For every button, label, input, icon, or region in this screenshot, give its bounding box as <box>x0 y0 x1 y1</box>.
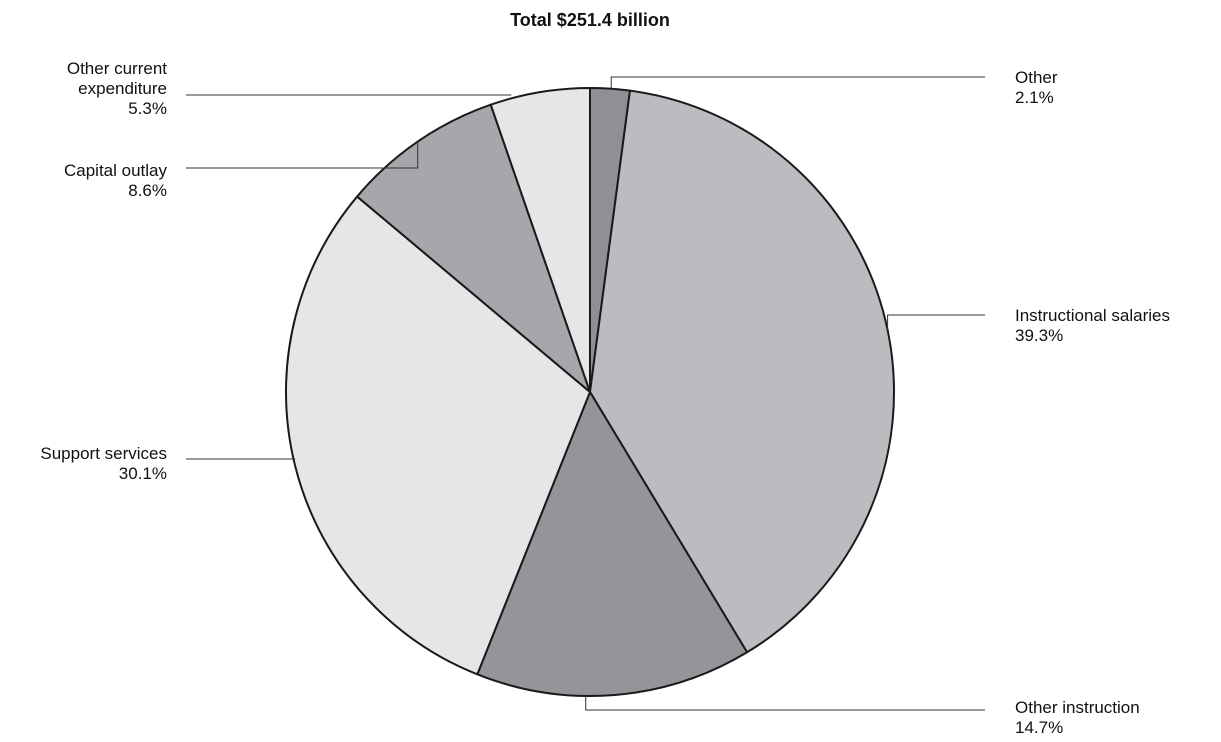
pie-slice <box>285 195 591 676</box>
slice-category-label: Other <box>1015 68 1058 87</box>
leader-lines <box>186 76 985 711</box>
pie-slices <box>285 87 895 697</box>
slice-percent-label: 5.3% <box>128 99 167 118</box>
chart-title: Total $251.4 billion <box>510 10 670 30</box>
slice-percent-label: 39.3% <box>1015 326 1063 345</box>
leader-line <box>186 141 419 169</box>
slice-percent-label: 2.1% <box>1015 88 1054 107</box>
pie-slice <box>476 391 749 697</box>
leader-line <box>610 76 985 89</box>
slice-category-label: Other instruction <box>1015 698 1140 717</box>
leader-line <box>887 314 985 330</box>
slice-category-label: expenditure <box>78 79 167 98</box>
slice-category-label: Support services <box>40 444 167 463</box>
pie-slice <box>489 87 591 393</box>
leader-line <box>585 695 985 711</box>
slice-percent-label: 8.6% <box>128 181 167 200</box>
slice-category-label: Other current <box>67 59 167 78</box>
slice-category-label: Capital outlay <box>64 161 168 180</box>
slice-category-label: Instructional salaries <box>1015 306 1170 325</box>
slice-percent-label: 14.7% <box>1015 718 1063 737</box>
slice-percent-label: 30.1% <box>119 464 167 483</box>
